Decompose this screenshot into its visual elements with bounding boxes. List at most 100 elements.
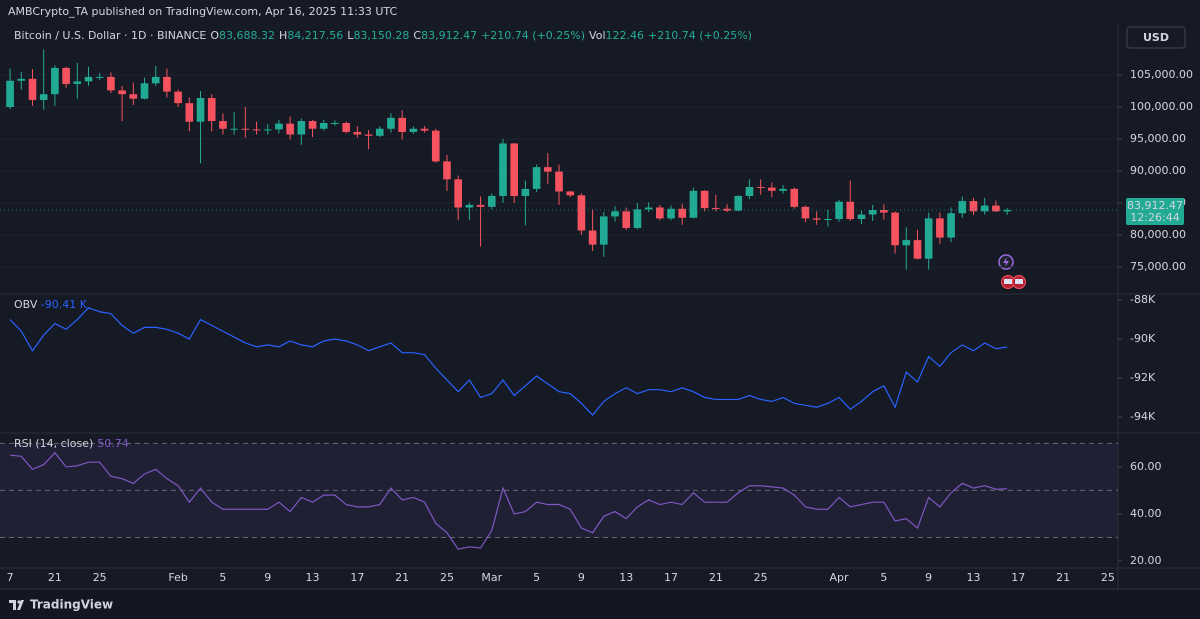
x-tick-label: 5: [219, 571, 226, 584]
candle-body: [118, 90, 126, 95]
legend-key: H: [279, 29, 287, 42]
candle-body: [790, 188, 799, 207]
candle-body: [824, 219, 832, 221]
legend-value: +210.74 (+0.25%): [481, 29, 585, 42]
candle-body: [936, 218, 944, 238]
candle-body: [398, 117, 406, 132]
x-tick-label: 21: [395, 571, 409, 584]
candle-body: [958, 201, 967, 214]
candle-body: [219, 121, 227, 129]
indicator-legend: OBV -90.41 K: [14, 298, 88, 311]
candle-body: [532, 167, 541, 189]
candle-body: [73, 81, 82, 84]
candle-body: [6, 80, 14, 107]
candle-body: [207, 98, 216, 122]
y-tick-label: 100,000.00: [1130, 100, 1193, 113]
x-tick-label: 5: [533, 571, 540, 584]
x-tick-label: 13: [306, 571, 320, 584]
x-tick-label: 13: [619, 571, 633, 584]
candle-body: [689, 190, 698, 218]
candle-body: [230, 128, 238, 130]
legend-key: C: [413, 29, 421, 42]
candle-body: [476, 204, 485, 207]
candle-body: [902, 240, 911, 246]
candle-body: [387, 117, 395, 129]
event-icons: [998, 254, 1026, 289]
candle-body: [891, 212, 899, 246]
x-tick-label: 9: [578, 571, 585, 584]
y-tick-label: 20.00: [1130, 554, 1162, 567]
candle-body: [308, 121, 317, 129]
candle-body: [947, 213, 955, 238]
x-tick-label: 25: [754, 571, 768, 584]
logo-dot: [17, 600, 21, 604]
currency-button[interactable]: [1126, 26, 1186, 49]
lightning-glyph: [1003, 257, 1009, 267]
candle-body: [487, 195, 496, 207]
candle-body: [62, 67, 70, 84]
candle-body: [163, 76, 171, 92]
x-tick-label: 21: [1056, 571, 1070, 584]
candle-body: [633, 209, 642, 228]
candle-body: [600, 216, 608, 245]
legend-key: Vol: [589, 29, 605, 42]
y-tick-label: 95,000.00: [1130, 132, 1186, 145]
legend-key: O: [210, 29, 219, 42]
candle-body: [656, 207, 664, 219]
candle-body: [140, 83, 149, 99]
candle-body: [924, 218, 933, 259]
legend-value: 83,150.28: [353, 29, 409, 42]
y-tick-label: 40.00: [1130, 507, 1162, 520]
footer-bar: [0, 590, 1200, 619]
candle-body: [880, 210, 888, 213]
x-tick-label: 21: [709, 571, 723, 584]
x-tick-label: 17: [664, 571, 678, 584]
candle-body: [857, 214, 866, 220]
x-tick-label: 25: [440, 571, 454, 584]
currency-label[interactable]: USD: [1143, 31, 1169, 44]
y-tick-label: -88K: [1130, 293, 1156, 306]
candle-body: [768, 187, 776, 191]
candle-body: [319, 122, 328, 129]
candle-body: [39, 94, 48, 100]
candle-body: [700, 190, 709, 209]
candle-body: [331, 122, 339, 124]
candle-body: [734, 195, 743, 211]
candle-body: [107, 76, 115, 91]
candle-body: [454, 179, 462, 208]
candle-body: [420, 128, 429, 131]
candle-body: [611, 211, 619, 217]
indicator-value: 50.74: [97, 437, 129, 450]
footer-brand: TradingView: [30, 598, 113, 612]
candle-body: [566, 191, 575, 196]
candle-body: [622, 211, 631, 228]
candle-body: [84, 76, 93, 82]
candle-body: [431, 130, 440, 162]
candle-body: [465, 204, 474, 208]
candle-body: [980, 205, 989, 212]
x-tick-label: 5: [880, 571, 887, 584]
candle-body: [521, 188, 530, 196]
candle-body: [801, 206, 810, 219]
candle-body: [185, 103, 194, 122]
flag-stripe: [1015, 279, 1023, 284]
indicator-name: RSI (14, close): [14, 437, 93, 450]
x-tick-label: 9: [264, 571, 271, 584]
x-tick-label: 21: [48, 571, 62, 584]
countdown-label: 12:26:44: [1130, 211, 1179, 224]
candle-body: [28, 78, 37, 100]
candle-body: [241, 128, 250, 130]
x-tick-label: 17: [1011, 571, 1025, 584]
x-tick-label: 17: [350, 571, 364, 584]
indicator-name: OBV: [14, 298, 38, 311]
candle-body: [812, 218, 821, 220]
symbol-legend: Bitcoin / U.S. Dollar · 1D · BINANCE O83,…: [14, 29, 752, 42]
candle-body: [779, 188, 787, 191]
legend-key: L: [347, 29, 354, 42]
legend-value: 84,217.56: [287, 29, 343, 42]
candle-body: [342, 122, 350, 132]
candle-body: [543, 167, 552, 172]
y-tick-label: 105,000.00: [1130, 68, 1193, 81]
candle-body: [555, 171, 563, 192]
publisher: AMBCrypto_TA published on TradingView.co…: [8, 5, 397, 18]
